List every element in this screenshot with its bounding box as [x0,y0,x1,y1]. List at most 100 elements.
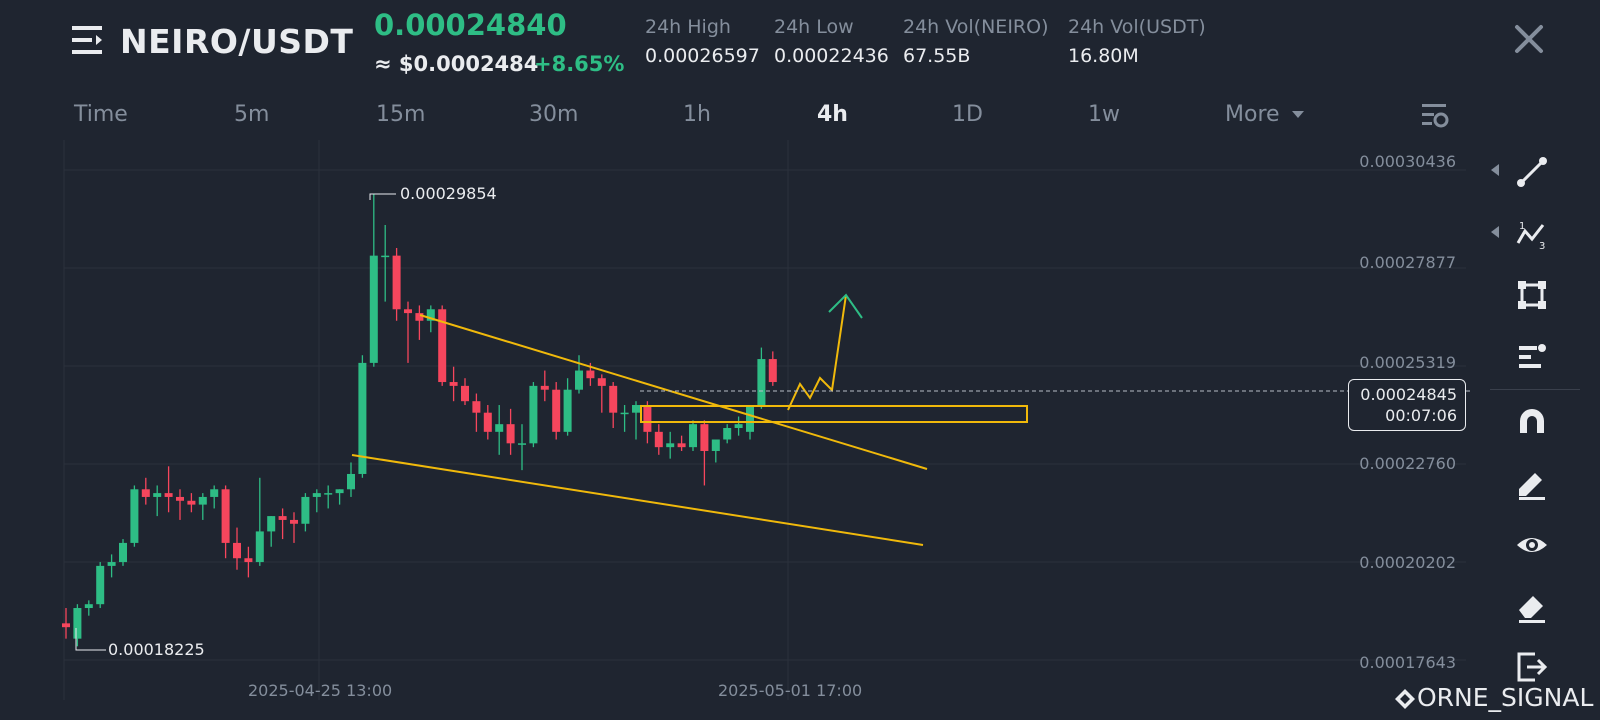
magnet-tool[interactable] [1515,405,1549,439]
rectangle-tool[interactable] [1515,278,1549,312]
candlestick-chart[interactable]: 0.00029854 0.00018225 [0,140,1470,700]
candle-body [632,405,640,413]
close-icon[interactable] [1512,22,1546,56]
text-tool-icon [1519,344,1546,368]
candle-body [438,309,447,383]
candle-body [552,389,561,432]
candle-body [689,424,697,448]
low-label: 0.00018225 [108,640,205,659]
candle-body [597,378,606,386]
tab-time[interactable]: Time [74,102,128,127]
candle-body [586,370,595,379]
wedge-upper-trendline[interactable] [419,314,928,470]
svg-text:1: 1 [1519,221,1525,232]
candle-body [426,309,435,321]
pencil-icon [1519,473,1545,500]
y-tick-label: 0.00025319 [1359,353,1456,372]
tab-more-label: More [1225,102,1280,127]
candle-body [335,489,344,494]
candle-body [746,405,754,432]
candle-body [677,443,686,448]
candle-body [518,443,526,445]
candle-body [700,424,709,451]
candle-body [119,542,127,563]
tab-1w[interactable]: 1w [1088,102,1120,127]
last-price: 0.00024840 [374,8,567,42]
candle-body [768,359,777,383]
wedge-lower-trendline[interactable] [351,454,924,546]
exit-tool[interactable] [1515,650,1549,684]
visibility-tool[interactable] [1515,528,1549,562]
text-tool[interactable] [1515,340,1549,374]
caret-left-icon[interactable] [1490,163,1500,177]
candle-body [278,516,287,520]
price-change: +8.65% [534,52,625,76]
candle-body [176,496,184,501]
candle-body [643,405,652,432]
candle-body [381,255,390,258]
y-tick-label: 0.00017643 [1359,653,1456,672]
high-marker [369,193,396,200]
candle-body [495,424,504,432]
candle-body [654,431,663,448]
candle-body [483,412,492,432]
caret-left-icon[interactable] [1490,225,1500,239]
eraser-tool[interactable] [1515,590,1549,624]
tab-1d[interactable]: 1D [952,102,983,127]
candle-body [563,389,572,432]
trend-line-icon [1517,157,1547,187]
candle-countdown: 00:07:06 [1385,406,1457,425]
candle-body [711,439,720,451]
chart-settings-icon[interactable] [1420,100,1450,130]
magnet-icon [1520,409,1544,433]
candle-body [757,359,766,406]
candle-body [210,489,219,497]
tab-15m[interactable]: 15m [376,102,426,127]
high-label: 0.00029854 [400,184,497,203]
projection-arrowhead [828,293,863,319]
stat-vol-quote-value: 16.80M [1068,45,1139,67]
tab-more[interactable]: More [1225,102,1305,127]
eraser-icon [1519,596,1545,623]
y-tick-label: 0.00022760 [1359,454,1456,473]
stat-high-label: 24h High [645,16,731,38]
candle-body [392,255,401,310]
usd-price: ≈ $0.0002484 [374,52,539,76]
tab-5m[interactable]: 5m [234,102,270,127]
tab-30m[interactable]: 30m [529,102,579,127]
candle-body [290,519,298,524]
candle-body [141,489,150,497]
pencil-tool[interactable] [1515,467,1549,501]
candle-body [620,412,629,415]
stat-vol-base-value: 67.55B [903,45,971,67]
candle-body [187,500,196,505]
candle-body [529,385,538,444]
menu-icon[interactable] [72,24,106,56]
tab-1h[interactable]: 1h [683,102,711,127]
pair-title[interactable]: NEIRO/USDT [120,22,354,61]
candle-body [198,496,207,505]
candle-body [404,309,412,314]
rectangle-icon [1518,281,1546,309]
candle-body [324,493,333,495]
candle-body [153,493,162,497]
tab-4h[interactable]: 4h [817,102,848,127]
trend-line-tool[interactable] [1515,155,1549,189]
candle-body [449,382,458,386]
candle-body [62,623,70,628]
candle-body [506,424,515,444]
candle-body [369,255,378,363]
stat-vol-base-label: 24h Vol(NEIRO) [903,16,1049,38]
candle-body [609,385,618,413]
toolbar-divider [1490,389,1580,390]
projection-path[interactable] [787,294,847,411]
stat-vol-quote-label: 24h Vol(USDT) [1068,16,1206,38]
support-zone-box[interactable] [640,405,1028,423]
candle-body [472,401,481,413]
candle-body [233,542,241,559]
zigzag-icon: 13 [1516,221,1545,252]
x-tick-label: 2025-05-01 17:00 [718,681,863,700]
y-tick-label: 0.00030436 [1359,152,1456,171]
candle-body [461,385,469,402]
